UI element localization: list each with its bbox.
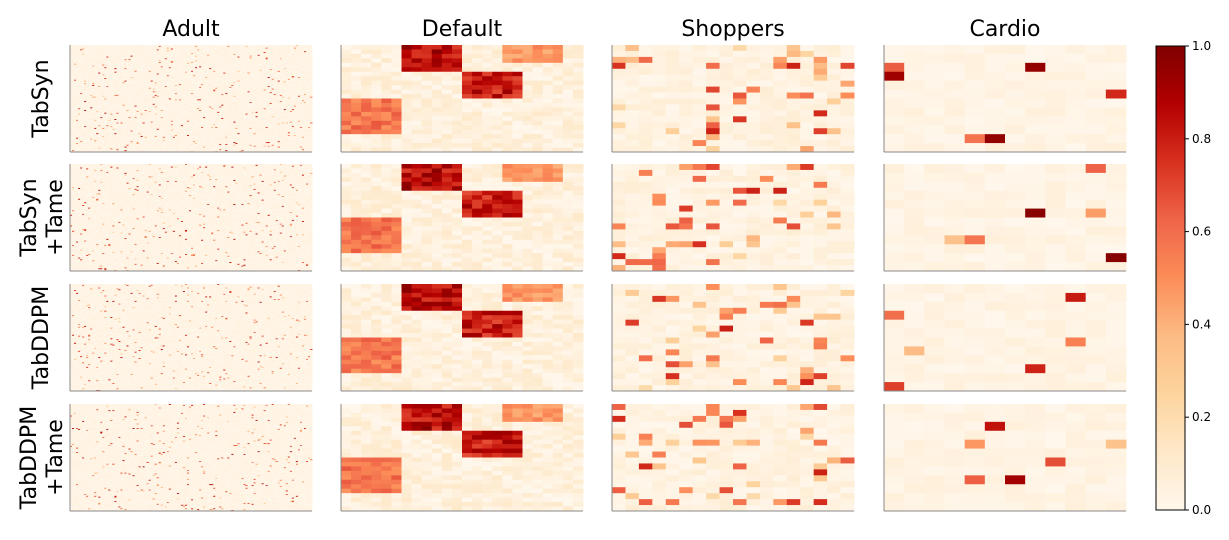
column-title-default: Default	[422, 17, 503, 42]
row-label-1: TabSyn+Tame	[17, 178, 68, 257]
column-titles: Adult Default Shoppers Cardio	[162, 17, 1040, 42]
row-labels: TabSyn TabSyn+Tame TabDDPM TabDDPM+Tame	[17, 59, 68, 510]
heatmap-adult-0	[70, 45, 313, 153]
column-title-cardio: Cardio	[969, 17, 1040, 42]
column-title-shoppers: Shoppers	[681, 17, 784, 42]
column-title-adult: Adult	[162, 17, 220, 42]
heatmap-panels	[70, 45, 1127, 512]
row-label-3: TabDDPM+Tame	[17, 406, 68, 510]
row-label-0: TabSyn	[29, 59, 54, 138]
row-label-2: TabDDPM	[29, 286, 54, 390]
